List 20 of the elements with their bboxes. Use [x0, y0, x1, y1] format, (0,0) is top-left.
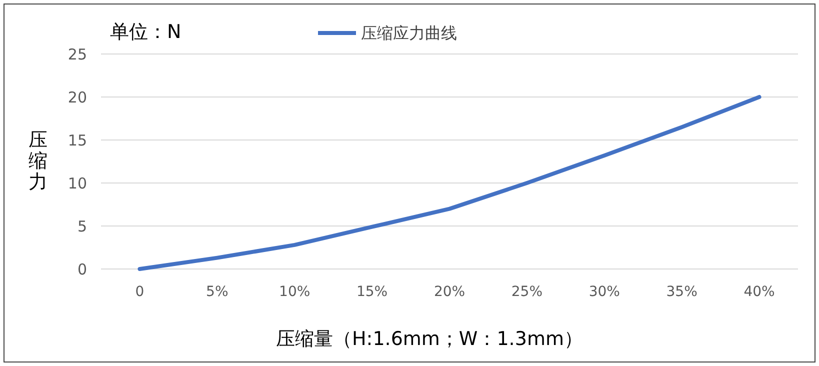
x-tick-label: 25%: [511, 284, 543, 300]
y-tick-label: 0: [77, 260, 87, 278]
y-tick-label: 5: [77, 217, 87, 236]
x-axis-title: 压缩量（H:1.6mm；W：1.3mm）: [276, 328, 583, 350]
y-tick-label: 20: [68, 88, 87, 106]
x-tick-label: 35%: [666, 284, 698, 300]
x-tick-label: 15%: [356, 284, 388, 300]
text: 单位：N: [110, 21, 182, 43]
y-tick-label: 10: [68, 174, 87, 192]
x-tick-label: 40%: [744, 284, 775, 300]
x-tick-label: 10%: [279, 284, 310, 300]
y-axis-title: 压缩力: [28, 129, 48, 193]
x-tick-label: 0: [135, 284, 144, 300]
y-tick-label: 15: [68, 131, 87, 150]
legend-label: 压缩应力曲线: [361, 24, 457, 43]
x-tick-label: 30%: [588, 284, 620, 300]
x-tick-label: 5%: [206, 284, 228, 300]
y-tick-label: 25: [68, 45, 87, 64]
line-series: [138, 95, 762, 271]
x-tick-label: 20%: [434, 284, 466, 300]
